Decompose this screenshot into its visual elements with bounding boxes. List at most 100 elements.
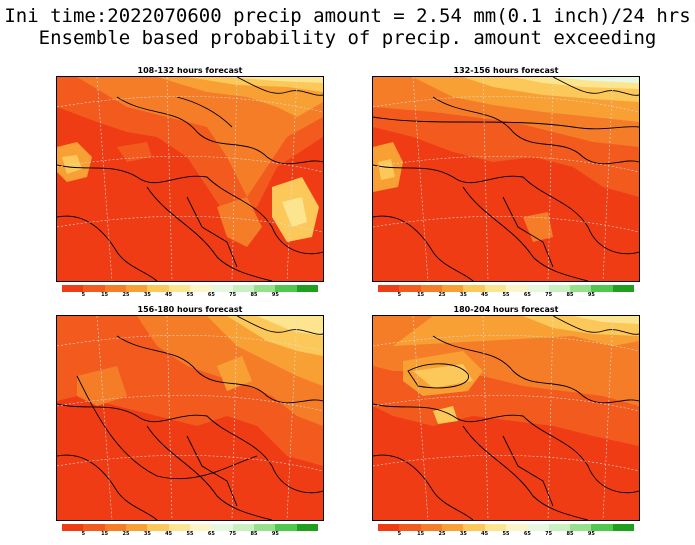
colorbar-label: 35 xyxy=(459,531,467,537)
colorbar-swatch xyxy=(399,524,422,531)
colorbar-swatch xyxy=(527,524,550,531)
colorbar-swatch xyxy=(612,524,635,531)
colorbar-swatch xyxy=(83,285,106,292)
colorbar-swatch xyxy=(211,524,234,531)
colorbar-swatch xyxy=(147,524,170,531)
colorbar-label: 25 xyxy=(122,531,130,537)
colorbar-label: 85 xyxy=(566,292,574,298)
colorbar-label: 55 xyxy=(186,292,194,298)
colorbar-swatch xyxy=(548,524,571,531)
colorbar-label: 25 xyxy=(438,531,446,537)
colorbar-swatch xyxy=(62,285,84,292)
colorbar-swatch xyxy=(506,285,528,292)
colorbar-label: 65 xyxy=(207,531,215,537)
colorbar-swatch xyxy=(484,524,507,531)
colorbar-label: 55 xyxy=(502,531,510,537)
colorbar-label: 95 xyxy=(587,292,595,298)
colorbar-swatch xyxy=(104,524,127,531)
colorbar-label: 25 xyxy=(438,292,446,298)
colorbar-swatch xyxy=(126,524,148,531)
figure-title-line-2: Ensemble based probability of precip. am… xyxy=(38,27,657,49)
colorbar-label: 5 xyxy=(81,292,86,298)
colorbar-swatch xyxy=(232,524,255,531)
colorbar-label: 45 xyxy=(165,292,173,298)
colorbar-swatch xyxy=(420,285,443,292)
probability-colorbar: 5 15 25 35 45 55 65 75 85 95 xyxy=(62,524,319,538)
panel-title: 156-180 hours forecast xyxy=(137,305,243,314)
colorbar-swatch xyxy=(275,285,298,292)
colorbar-swatch xyxy=(378,285,400,292)
colorbar-label: 35 xyxy=(143,292,151,298)
colorbar-label: 85 xyxy=(566,531,574,537)
colorbar-label: 75 xyxy=(229,292,237,298)
colorbar-swatch xyxy=(612,285,635,292)
colorbar-label: 15 xyxy=(417,292,425,298)
colorbar-swatch xyxy=(548,285,571,292)
colorbar-swatch xyxy=(126,285,148,292)
probability-colorbar: 5 15 25 35 45 55 65 75 85 95 xyxy=(62,285,319,299)
colorbar-swatch xyxy=(168,524,191,531)
colorbar-swatch xyxy=(591,524,614,531)
colorbar-swatch xyxy=(591,285,614,292)
colorbar-swatch xyxy=(442,524,464,531)
colorbar-swatch xyxy=(527,285,550,292)
colorbar-label: 5 xyxy=(397,531,402,537)
colorbar-swatch xyxy=(570,285,592,292)
colorbar-swatch xyxy=(442,285,464,292)
colorbar-label: 45 xyxy=(165,531,173,537)
colorbar-swatch xyxy=(399,285,422,292)
colorbar-swatch xyxy=(232,285,255,292)
probability-colorbar: 5 15 25 35 45 55 65 75 85 95 xyxy=(378,285,635,299)
colorbar-label: 35 xyxy=(143,531,151,537)
colorbar-label: 95 xyxy=(587,531,595,537)
colorbar-label: 75 xyxy=(229,531,237,537)
colorbar-label: 25 xyxy=(122,292,130,298)
colorbar-label: 5 xyxy=(397,292,402,298)
probability-map xyxy=(56,315,324,521)
colorbar-label: 75 xyxy=(545,292,553,298)
colorbar-swatch xyxy=(62,524,84,531)
colorbar-label: 35 xyxy=(459,292,467,298)
colorbar-label: 15 xyxy=(101,531,109,537)
colorbar-label: 45 xyxy=(481,292,489,298)
colorbar-swatch xyxy=(254,524,276,531)
colorbar-swatch xyxy=(484,285,507,292)
colorbar-swatch xyxy=(190,524,212,531)
colorbar-label: 45 xyxy=(481,531,489,537)
colorbar-swatch xyxy=(506,524,528,531)
colorbar-label: 55 xyxy=(186,531,194,537)
colorbar-swatch xyxy=(570,524,592,531)
colorbar-swatch xyxy=(463,285,486,292)
panel-title: 180-204 hours forecast xyxy=(453,305,559,314)
colorbar-swatch xyxy=(104,285,127,292)
colorbar-label: 55 xyxy=(502,292,510,298)
colorbar-swatch xyxy=(275,524,298,531)
colorbar-label: 65 xyxy=(523,292,531,298)
colorbar-label: 15 xyxy=(101,292,109,298)
panel-title: 132-156 hours forecast xyxy=(453,66,559,75)
probability-map xyxy=(372,315,640,521)
colorbar-label: 65 xyxy=(207,292,215,298)
colorbar-swatch xyxy=(83,524,106,531)
colorbar-swatch xyxy=(378,524,400,531)
colorbar-label: 85 xyxy=(250,531,258,537)
colorbar-swatch xyxy=(420,524,443,531)
colorbar-label: 5 xyxy=(81,531,86,537)
map-graphic xyxy=(57,316,323,520)
colorbar-label: 75 xyxy=(545,531,553,537)
panel-title: 108-132 hours forecast xyxy=(137,66,243,75)
map-graphic xyxy=(57,77,323,281)
map-graphic xyxy=(373,77,639,281)
colorbar-label: 95 xyxy=(271,292,279,298)
colorbar-swatch xyxy=(168,285,191,292)
colorbar-label: 65 xyxy=(523,531,531,537)
colorbar-swatch xyxy=(254,285,276,292)
probability-colorbar: 5 15 25 35 45 55 65 75 85 95 xyxy=(378,524,635,538)
figure-title-line-1: Ini time:2022070600 precip amount = 2.54… xyxy=(4,5,691,27)
colorbar-label: 95 xyxy=(271,531,279,537)
probability-map xyxy=(372,76,640,282)
colorbar-swatch xyxy=(463,524,486,531)
colorbar-label: 15 xyxy=(417,531,425,537)
colorbar-swatch xyxy=(147,285,170,292)
colorbar-swatch xyxy=(296,285,319,292)
